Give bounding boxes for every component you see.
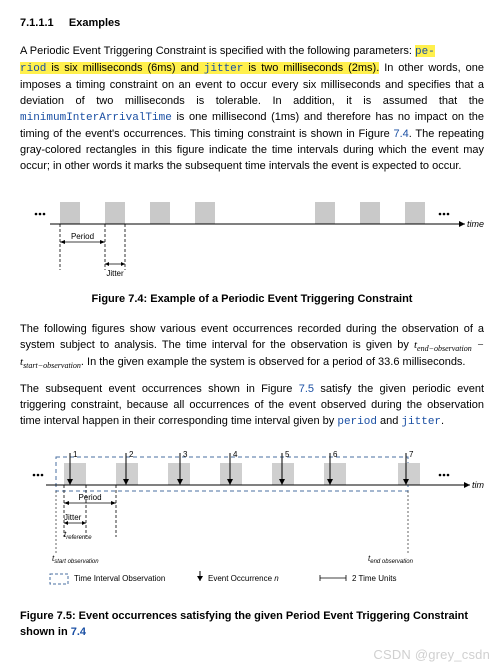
svg-text:2: 2 bbox=[129, 450, 134, 459]
code-jitter-2: jitter bbox=[401, 416, 441, 428]
code-jitter: jitter bbox=[204, 63, 244, 75]
section-title: Examples bbox=[69, 17, 120, 29]
math-sub2: start−observation bbox=[23, 361, 81, 370]
paragraph-2: The following figures show various event… bbox=[20, 322, 484, 372]
math-minus: − bbox=[472, 339, 484, 351]
paragraph-3: The subsequent event occurrences shown i… bbox=[20, 382, 484, 431]
figure-7-4-caption: Figure 7.4: Example of a Periodic Event … bbox=[20, 292, 484, 308]
p3-t4: . bbox=[441, 415, 444, 427]
figref-7-4-b[interactable]: 7.4 bbox=[71, 626, 86, 638]
svg-text:Event Occurrence n: Event Occurrence n bbox=[208, 574, 279, 583]
svg-text:tstart observation: tstart observation bbox=[52, 554, 99, 565]
p3-t3: and bbox=[377, 415, 401, 427]
svg-text:time: time bbox=[467, 219, 484, 229]
svg-text:Period: Period bbox=[71, 232, 94, 241]
svg-text:Time Interval Observation: Time Interval Observation bbox=[74, 574, 165, 583]
svg-text:3: 3 bbox=[183, 450, 188, 459]
code-miat: minimumInterArrivalTime bbox=[20, 112, 172, 124]
svg-text:6: 6 bbox=[333, 450, 338, 459]
code-period-a: pe- bbox=[415, 46, 435, 58]
svg-text:7: 7 bbox=[409, 450, 414, 459]
fig75-cap-pre: Figure 7.5: Event occurrences satisfying… bbox=[20, 610, 468, 638]
p1-hl1: is six milliseconds (6ms) and bbox=[46, 62, 203, 74]
figure-7-5: time 1 2 3 4 5 6 7 Period Jitter treference tstart … bbox=[20, 441, 484, 601]
svg-text:time: time bbox=[472, 480, 484, 490]
svg-text:Jitter: Jitter bbox=[106, 269, 124, 278]
p3-t1: The subsequent event occurrences shown i… bbox=[20, 383, 299, 395]
svg-text:1: 1 bbox=[73, 450, 78, 459]
figure-7-4-svg: time Period Jitter bbox=[20, 184, 484, 284]
code-period-2: period bbox=[337, 416, 377, 428]
figure-7-5-svg: time 1 2 3 4 5 6 7 Period Jitter treference tstart … bbox=[20, 441, 484, 601]
watermark: CSDN @grey_csdn bbox=[373, 646, 490, 665]
svg-text:tend observation: tend observation bbox=[368, 554, 414, 565]
code-period-b: riod bbox=[20, 63, 46, 75]
svg-text:2 Time Units: 2 Time Units bbox=[352, 574, 396, 583]
paragraph-1: A Periodic Event Triggering Constraint i… bbox=[20, 44, 484, 175]
svg-text:5: 5 bbox=[285, 450, 290, 459]
math-sub1: end−observation bbox=[417, 345, 472, 354]
figure-7-5-caption: Figure 7.5: Event occurrences satisfying… bbox=[20, 609, 484, 641]
svg-text:4: 4 bbox=[233, 450, 238, 459]
p2-t2: . In the given example the system is obs… bbox=[81, 356, 466, 368]
section-heading: 7.1.1.1 Examples bbox=[20, 16, 484, 32]
p1-t1: A Periodic Event Triggering Constraint i… bbox=[20, 45, 415, 57]
p1-hl2: is two milliseconds (2ms). bbox=[243, 62, 379, 74]
figure-7-4: time Period Jitter bbox=[20, 184, 484, 284]
svg-text:treference: treference bbox=[64, 530, 92, 541]
svg-text:Period: Period bbox=[78, 493, 101, 502]
svg-text:Jitter: Jitter bbox=[64, 513, 82, 522]
section-number: 7.1.1.1 bbox=[20, 17, 54, 29]
figref-7-4[interactable]: 7.4 bbox=[394, 128, 409, 140]
figref-7-5[interactable]: 7.5 bbox=[299, 383, 314, 395]
